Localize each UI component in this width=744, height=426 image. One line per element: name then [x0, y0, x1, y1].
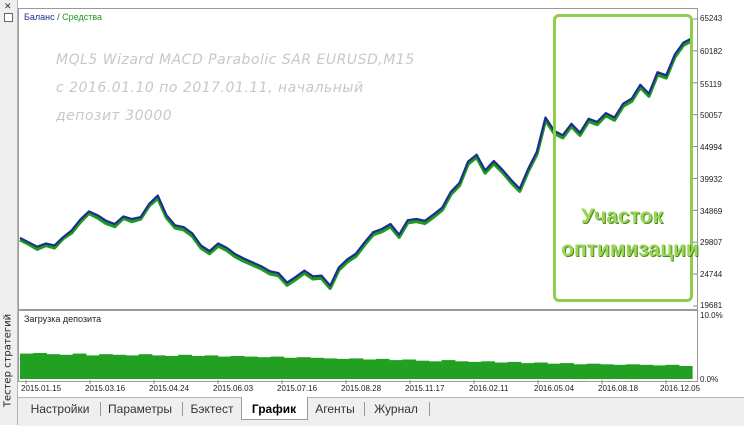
- y-tick-label: 29807: [700, 238, 723, 247]
- legend-equity: Средства: [62, 12, 103, 22]
- x-tick-label: 2015.03.16: [85, 384, 126, 393]
- x-tick-label: 2015.01.15: [21, 384, 62, 393]
- tab-settings[interactable]: Настройки: [30, 402, 90, 416]
- x-tick-label: 2016.05.04: [534, 384, 575, 393]
- deposit-y-tick-label: 0.0%: [700, 375, 719, 384]
- tab-divider: [307, 402, 308, 416]
- deposit-load-panel: [18, 310, 698, 382]
- x-tick-label: 2015.08.28: [341, 384, 382, 393]
- tab-divider: [429, 402, 430, 416]
- legend-separator: /: [54, 12, 63, 22]
- tab-divider: [182, 402, 183, 416]
- x-tick-label: 2015.11.17: [405, 384, 445, 393]
- test-title-annotation: MQL5 Wizard MACD Parabolic SAR EURUSD,M1…: [56, 52, 415, 68]
- tab-backtest[interactable]: Бэктест: [190, 402, 234, 416]
- tab-parameters[interactable]: Параметры: [108, 402, 172, 416]
- callout-line2: оптимизации: [561, 238, 699, 261]
- y-tick-label: 50057: [700, 111, 723, 120]
- strategy-tester-sidebar: ✕ Тестер стратегий: [0, 0, 18, 425]
- close-icon[interactable]: ✕: [4, 2, 12, 12]
- x-tick-label: 2015.04.24: [149, 384, 190, 393]
- test-period-annotation: с 2016.01.10 по 2017.01.11, начальный: [56, 80, 364, 96]
- tester-tab-bar: [18, 397, 744, 426]
- x-tick-label: 2015.07.16: [277, 384, 318, 393]
- y-tick-label: 65243: [700, 14, 723, 23]
- tab-graph[interactable]: График: [251, 402, 297, 416]
- deposit-load-label: Загрузка депозита: [24, 314, 102, 324]
- y-tick-label: 60182: [700, 47, 723, 56]
- chart-legend: Баланс / Средства: [24, 12, 102, 22]
- y-tick-label: 55119: [700, 80, 722, 89]
- x-tick-label: 2016.02.11: [469, 384, 509, 393]
- sidebar-title: Тестер стратегий: [2, 313, 14, 408]
- deposit-y-tick-label: 10.0%: [700, 311, 723, 320]
- tab-agents[interactable]: Агенты: [315, 402, 355, 416]
- tab-divider: [100, 402, 101, 416]
- pin-icon[interactable]: [4, 13, 13, 22]
- y-tick-label: 39932: [700, 175, 723, 184]
- x-tick-label: 2016.12.05: [660, 384, 701, 393]
- tab-divider: [364, 402, 365, 416]
- legend-balance: Баланс: [24, 12, 55, 22]
- y-tick-label: 19681: [700, 301, 723, 310]
- optimization-region-highlight: [553, 14, 693, 302]
- x-tick-label: 2015.06.03: [213, 384, 254, 393]
- tab-journal[interactable]: Журнал: [374, 402, 418, 416]
- y-tick-label: 34869: [700, 207, 723, 216]
- y-tick-label: 44994: [700, 143, 723, 152]
- y-tick-label: 24744: [700, 270, 723, 279]
- test-deposit-annotation: депозит 30000: [56, 108, 173, 124]
- callout-line1: Участок: [581, 205, 663, 228]
- x-tick-label: 2016.08.18: [598, 384, 639, 393]
